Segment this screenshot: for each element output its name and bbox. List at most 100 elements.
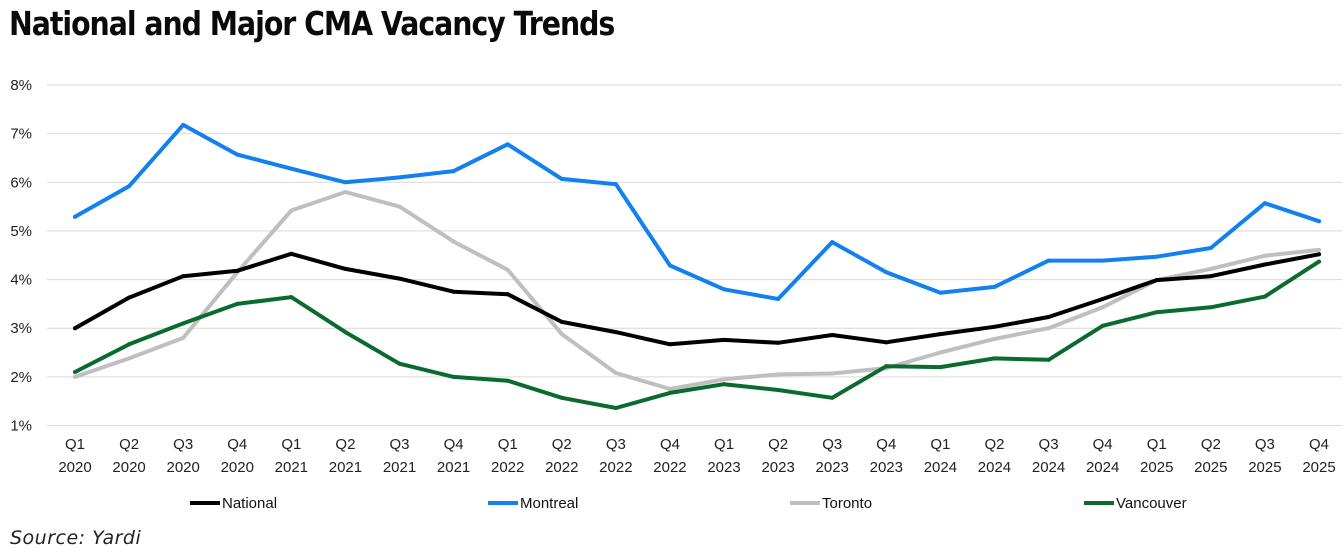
data-point-toronto	[559, 332, 564, 337]
data-point-toronto	[722, 377, 727, 382]
data-point-vancouver	[181, 321, 186, 326]
x-tick-label-quarter: Q3	[1255, 436, 1275, 453]
data-point-montreal	[127, 184, 132, 189]
legend-swatch-toronto	[790, 501, 820, 505]
data-point-vancouver	[397, 361, 402, 366]
x-tick-label-quarter: Q3	[1039, 436, 1059, 453]
legend-swatch-vancouver	[1084, 501, 1114, 505]
x-tick-label-quarter: Q3	[173, 436, 193, 453]
data-point-national	[1046, 315, 1051, 320]
data-point-toronto	[289, 208, 294, 213]
x-axis-ticks: Q1 2020 Q2 2020 Q3 2020 Q4 2020 Q1 2021 Q2 2021 Q3 20…	[58, 436, 1335, 476]
x-tick-label-quarter: Q2	[119, 436, 139, 453]
data-point-national	[722, 337, 727, 342]
data-point-toronto	[181, 335, 186, 340]
data-point-montreal	[1317, 219, 1321, 224]
legend-item-toronto[interactable]: Toronto	[790, 493, 872, 513]
series-line-vancouver[interactable]	[73, 259, 1321, 410]
x-tick-label-year: 2021	[383, 459, 416, 476]
data-point-montreal	[1262, 201, 1267, 206]
legend-label-vancouver: Vancouver	[1116, 494, 1187, 512]
legend-label-montreal: Montreal	[520, 494, 579, 512]
data-point-toronto	[127, 356, 132, 361]
legend-item-vancouver[interactable]: Vancouver	[1084, 493, 1187, 513]
data-point-montreal	[884, 270, 889, 275]
x-tick-label-quarter: Q4	[660, 436, 680, 453]
x-tick-label-year: 2022	[491, 459, 524, 476]
data-point-toronto	[1317, 247, 1321, 252]
x-tick-label-year: 2025	[1248, 459, 1281, 476]
data-point-toronto	[451, 239, 456, 244]
y-tick-label: 4%	[10, 272, 32, 289]
data-point-montreal	[559, 176, 564, 181]
x-tick-label-year: 2022	[653, 459, 686, 476]
x-tick-label-year: 2024	[1032, 459, 1065, 476]
data-point-vancouver	[343, 330, 348, 335]
x-tick-label-quarter: Q2	[552, 436, 572, 453]
data-point-national	[992, 324, 997, 329]
data-point-national	[830, 333, 835, 338]
data-point-toronto	[1208, 266, 1213, 271]
data-point-toronto	[938, 350, 943, 355]
legend-item-montreal[interactable]: Montreal	[488, 493, 578, 513]
y-tick-label: 3%	[10, 320, 32, 337]
data-point-montreal	[776, 297, 781, 302]
data-point-montreal	[1154, 254, 1159, 259]
x-tick-label-year: 2022	[599, 459, 632, 476]
x-tick-label-quarter: Q3	[822, 436, 842, 453]
x-tick-label-quarter: Q3	[390, 436, 410, 453]
data-point-vancouver	[1262, 294, 1267, 299]
x-tick-label-quarter: Q4	[876, 436, 896, 453]
data-point-national	[181, 274, 186, 279]
series-lines	[73, 122, 1321, 410]
data-point-national	[505, 292, 510, 297]
data-point-montreal	[181, 122, 186, 127]
data-point-national	[613, 330, 618, 335]
series-line-toronto[interactable]	[73, 190, 1321, 391]
legend-item-national[interactable]: National	[190, 493, 277, 513]
y-tick-label: 5%	[10, 223, 32, 240]
x-tick-label-year: 2023	[707, 459, 740, 476]
x-tick-label-quarter: Q3	[606, 436, 626, 453]
series-line-national[interactable]	[73, 251, 1321, 347]
y-tick-label: 6%	[10, 174, 32, 191]
data-point-vancouver	[776, 387, 781, 392]
series-toronto	[73, 190, 1321, 392]
data-point-national	[559, 319, 564, 324]
gridlines	[47, 84, 1342, 426]
x-tick-label-year: 2023	[761, 459, 794, 476]
x-tick-label-year: 2020	[221, 459, 254, 476]
data-point-montreal	[235, 152, 240, 157]
data-point-toronto	[343, 190, 348, 195]
series-line-montreal[interactable]	[73, 122, 1321, 301]
series-national	[73, 251, 1321, 347]
data-point-vancouver	[1154, 310, 1159, 315]
data-point-vancouver	[559, 395, 564, 400]
data-point-vancouver	[1100, 323, 1105, 328]
data-point-montreal	[667, 263, 672, 268]
x-tick-label-year: 2020	[58, 459, 91, 476]
legend-swatch-national	[190, 501, 220, 505]
x-tick-label-quarter: Q1	[281, 436, 301, 453]
data-point-toronto	[776, 372, 781, 377]
data-point-national	[397, 276, 402, 281]
data-point-national	[235, 268, 240, 273]
series-montreal	[73, 122, 1321, 302]
x-tick-label-quarter: Q4	[1093, 436, 1113, 453]
data-point-montreal	[830, 240, 835, 245]
data-point-national	[343, 266, 348, 271]
data-point-vancouver	[127, 342, 132, 347]
x-tick-label-year: 2024	[924, 459, 957, 476]
y-tick-label: 7%	[10, 126, 32, 143]
data-point-vancouver	[451, 374, 456, 379]
x-tick-label-quarter: Q1	[930, 436, 950, 453]
data-point-toronto	[73, 374, 77, 379]
legend-label-national: National	[222, 494, 278, 512]
data-point-vancouver	[73, 369, 77, 374]
data-point-montreal	[397, 175, 402, 180]
data-point-toronto	[397, 204, 402, 209]
x-tick-label-quarter: Q2	[335, 436, 355, 453]
data-point-montreal	[1100, 258, 1105, 263]
x-tick-label-year: 2020	[112, 459, 145, 476]
x-tick-label-quarter: Q2	[984, 436, 1004, 453]
